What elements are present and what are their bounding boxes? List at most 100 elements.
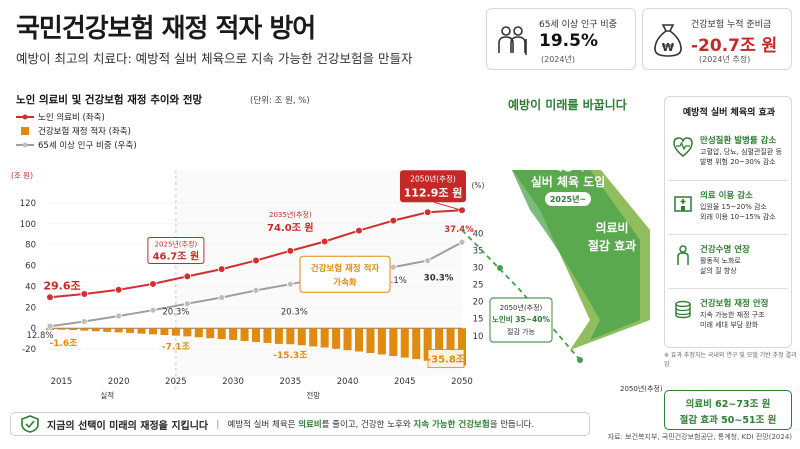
deficit-bar	[80, 328, 89, 331]
legend-line-red	[16, 114, 34, 120]
data-label: 2035년(추정)	[269, 210, 312, 219]
callout-2050-pointer	[433, 201, 463, 211]
arrow-badge-text: 2025년~	[550, 194, 586, 204]
money-bag-icon: ₩	[654, 24, 682, 57]
deficit-bar	[297, 328, 306, 346]
x-tick: 2045	[394, 377, 416, 387]
y-tick-left: 60	[25, 262, 36, 272]
deficit-bar	[251, 328, 261, 342]
x-tick: 2020	[108, 377, 130, 387]
deficit-bar	[126, 328, 135, 333]
x-tick: 2030	[222, 377, 244, 387]
stat-box-elderly: 65세 이상 인구 비중 19.5% (2024년)	[486, 8, 636, 70]
callout-dashed-box	[489, 297, 553, 343]
callout-deficit-text: 가속화	[333, 277, 357, 288]
deficit-bar	[286, 328, 295, 345]
prevention-arrow-shade	[511, 170, 640, 340]
effect-title: 건강보험 재정 안정	[700, 299, 769, 309]
footer-text: 를 줄이고, 건강한 노후와	[321, 420, 414, 430]
stat-box-reserve: ₩ 건강보험 누적 준비금 -20.7조 원 (2024년 추정)	[642, 8, 792, 70]
projection-point	[577, 357, 583, 363]
series-point	[149, 306, 157, 314]
x-tick: 2015	[51, 377, 73, 387]
result-year: 2050년(추정)	[620, 385, 663, 393]
series-point	[80, 318, 88, 325]
series-point	[423, 208, 432, 217]
deficit-bar	[263, 328, 272, 343]
deficit-bar	[68, 328, 77, 331]
hospital-icon	[674, 196, 692, 212]
series-point	[217, 265, 226, 273]
svg-text:₩: ₩	[662, 41, 674, 54]
series-point	[286, 247, 295, 255]
legend-item-deficit: 건강보험 재정 적자 (좌축)	[16, 124, 137, 138]
effect-item: 건강수명 연장 활동적 노화로 삶의 질 향상	[668, 234, 788, 288]
effect-title: 만성질환 발병률 감소	[700, 136, 777, 146]
deficit-bar	[171, 328, 180, 336]
effects-note: ※ 효과 추정치는 국내외 연구 및 모델 기반 추정 결과임	[664, 352, 797, 368]
y-tick-right: 30	[473, 263, 484, 273]
person-icon	[677, 245, 689, 265]
projection-point	[497, 265, 503, 271]
deficit-bar	[320, 328, 329, 348]
data-label: 20.3%	[162, 308, 189, 318]
series-point	[458, 238, 466, 246]
deficit-bar	[366, 328, 375, 353]
stat-label: 건강보험 누적 준비금	[691, 20, 772, 30]
effect-title: 건강수명 연장	[700, 245, 750, 255]
series-point	[183, 272, 192, 281]
arrow-text-mid: 절감 효과	[588, 238, 636, 253]
legend-label: 건강보험 재정 적자 (좌축)	[38, 127, 131, 137]
stat-note: (2024년)	[541, 55, 575, 64]
chart-unit: (단위: 조 원, %)	[250, 96, 310, 106]
effect-desc: 지속 가능한 재정 구조 미래 세대 부담 완화	[700, 311, 765, 329]
deficit-bar	[446, 328, 455, 365]
prevention-arrow-group	[511, 170, 650, 350]
series-point	[252, 286, 260, 294]
series-point	[355, 226, 363, 235]
callout-2050-box	[400, 170, 466, 203]
page-subtitle: 예방이 최고의 치료다: 예방적 실버 체육으로 지속 가능한 건강보험을 만들…	[16, 51, 413, 66]
y-tick-left: -20	[22, 345, 36, 355]
y-tick-left: 40	[25, 282, 36, 292]
stat-value: -20.7조 원	[691, 36, 778, 56]
result-line-1: 의료비 62~73조 원	[685, 399, 771, 410]
stat-note: (2024년 추정)	[699, 55, 751, 64]
y-tick-right: 10	[473, 332, 484, 342]
callout-dashed-text: 절감 가능	[507, 327, 536, 336]
footer-message: 예방적 실버 체육은 의료비를 줄이고, 건강한 노후와 지속 가능한 건강보험…	[228, 418, 535, 430]
label-box-2050-deficit	[427, 349, 465, 369]
footer-separator: |	[216, 418, 220, 430]
deficit-bar	[137, 328, 146, 334]
page-title: 국민건강보험 재정 적자 방어	[16, 14, 316, 44]
deficit-bar	[206, 328, 215, 339]
data-label: 30.3%	[424, 273, 454, 283]
footer-text: 예방적 실버 체육은	[227, 420, 299, 430]
data-label: 37.4%	[444, 225, 474, 235]
deficit-bar	[114, 328, 123, 333]
right-panel-title: 예방이 미래를 바꿉니다	[508, 98, 627, 112]
arrow-text-top: 실버 체육 도입	[531, 174, 606, 189]
footer-bar: 지금의 선택이 미래의 재정을 지킵니다 | 예방적 실버 체육은 의료비를 줄…	[10, 412, 590, 436]
y-tick-left: 120	[20, 199, 36, 209]
y-tick-right: 15	[473, 315, 484, 325]
legend-item-elderly-cost: 노인 의료비 (좌축)	[16, 110, 137, 124]
coins-icon	[675, 300, 691, 319]
deficit-bar	[400, 328, 409, 358]
deficit-bar	[183, 328, 192, 337]
y-tick-right: 25	[473, 281, 484, 291]
result-line-2: 절감 효과 50~51조 원	[679, 415, 777, 426]
effect-title: 의료 이용 감소	[700, 191, 753, 201]
effects-list: 만성질환 발병률 감소 고혈압, 당뇨, 심혈관질환 등 발병 위험 20~30%…	[664, 126, 792, 342]
deficit-bar	[240, 328, 249, 341]
deficit-bar	[309, 328, 318, 347]
effects-title: 예방적 실버 체육의 효과	[682, 108, 776, 118]
deficit-bar	[423, 328, 432, 361]
series-point	[286, 280, 294, 288]
deficit-bar	[412, 328, 421, 360]
series-point	[46, 322, 54, 330]
deficit-bar	[389, 328, 398, 357]
series-point	[320, 237, 329, 246]
